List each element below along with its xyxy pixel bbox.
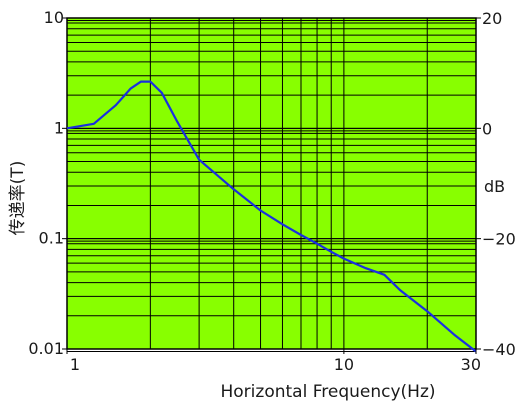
series-layer (66, 80, 477, 353)
x-axis-title: Horizontal Frequency(Hz) (221, 382, 436, 402)
y-tick-label: 0.01 (28, 339, 64, 358)
y-axis-title: 传递率(T) (8, 161, 28, 236)
y2-tick-label: 0 (482, 119, 492, 138)
x-tick-label: 10 (334, 355, 354, 374)
plot-frame (66, 17, 477, 350)
x-tick-label: 1 (70, 355, 80, 374)
y-tick-label: 0.1 (39, 229, 64, 248)
y2-axis-ticks: 20 0 −20 −40 (476, 9, 516, 359)
x-axis-ticks: 1 10 30 (66, 349, 481, 374)
x-tick-label: 30 (461, 355, 481, 374)
series-line-0 (66, 80, 477, 353)
y2-tick-label: −40 (482, 340, 516, 359)
y-tick-label: 10 (44, 8, 64, 27)
y2-axis-unit-label: dB (484, 177, 505, 196)
y-axis-ticks: 10 1 0.1 0.01 (28, 8, 67, 358)
y-tick-label: 1 (54, 118, 64, 137)
plot-area (67, 18, 476, 349)
y2-tick-label: 20 (482, 9, 502, 28)
y2-tick-label: −20 (482, 230, 516, 249)
